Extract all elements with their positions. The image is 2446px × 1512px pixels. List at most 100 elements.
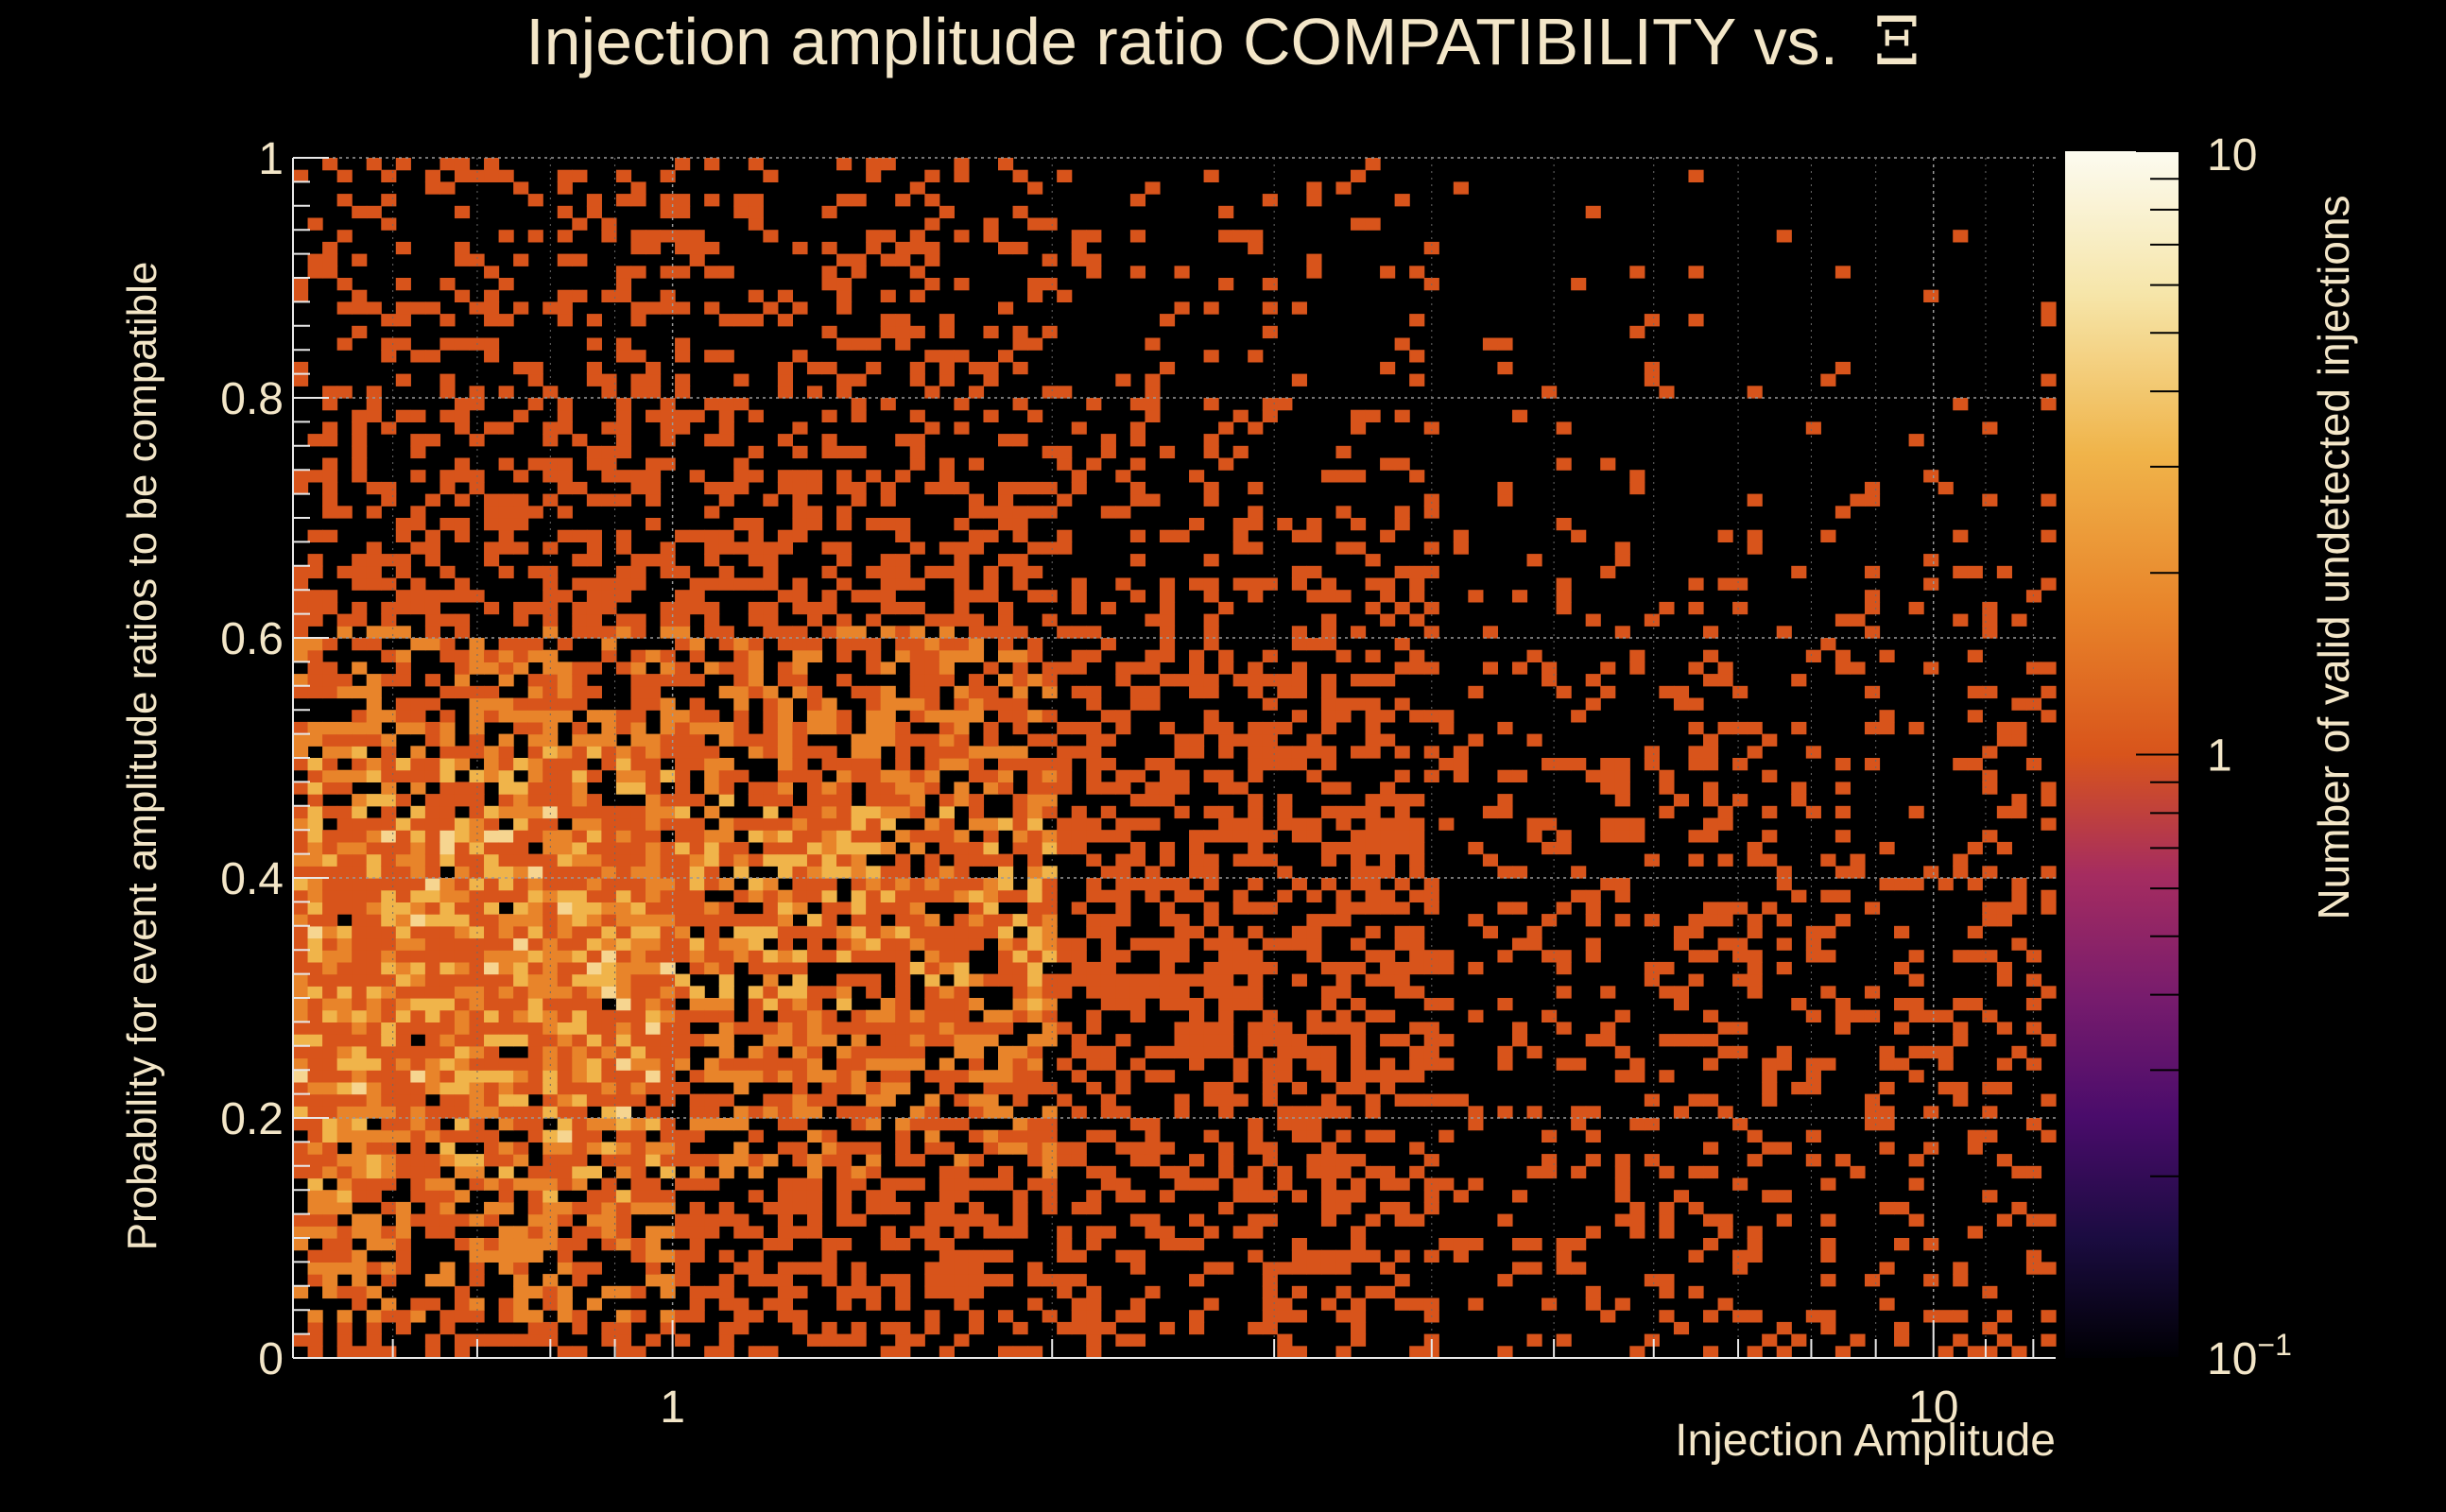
heatmap-cell — [1967, 841, 1983, 855]
heatmap-cell — [1012, 565, 1028, 579]
heatmap-cell — [1423, 1201, 1439, 1215]
heatmap-cell — [1071, 685, 1087, 699]
heatmap-cell — [675, 409, 691, 422]
heatmap-cell — [586, 733, 602, 747]
heatmap-cell — [1012, 1009, 1028, 1022]
heatmap-cell — [777, 746, 794, 759]
heatmap-cell — [395, 973, 411, 987]
heatmap-cell — [2041, 1034, 2057, 1047]
heatmap-cell — [895, 1177, 911, 1191]
heatmap-cell — [1262, 1297, 1278, 1311]
heatmap-cell — [293, 685, 309, 699]
heatmap-cell — [763, 1034, 779, 1047]
heatmap-cell — [1747, 1129, 1763, 1143]
heatmap-cell — [895, 1201, 911, 1215]
heatmap-cell — [924, 1093, 940, 1107]
heatmap-cell — [439, 1057, 456, 1071]
heatmap-cell — [1335, 961, 1352, 975]
heatmap-cell — [1203, 301, 1219, 315]
heatmap-cell — [484, 805, 500, 819]
heatmap-cell — [880, 230, 896, 243]
heatmap-cell — [777, 638, 794, 651]
heatmap-cell — [1703, 794, 1719, 807]
heatmap-cell — [1526, 937, 1542, 951]
heatmap-cell — [939, 1190, 955, 1203]
heatmap-cell — [322, 998, 338, 1011]
heatmap-cell — [792, 746, 808, 759]
heatmap-cell — [954, 577, 970, 591]
heatmap-cell — [704, 158, 720, 171]
heatmap-cell — [660, 769, 676, 782]
heatmap-cell — [1614, 758, 1630, 771]
heatmap-cell — [748, 1190, 764, 1203]
heatmap-cell — [293, 746, 309, 759]
heatmap-cell — [792, 241, 808, 255]
heatmap-cell — [307, 769, 323, 782]
heatmap-cell — [454, 662, 471, 675]
heatmap-cell — [1953, 1274, 1969, 1287]
heatmap-cell — [939, 1201, 955, 1215]
heatmap-cell — [924, 1285, 940, 1299]
heatmap-cell — [1820, 986, 1836, 999]
heatmap-cell — [675, 373, 691, 387]
heatmap-cell — [998, 973, 1014, 987]
heatmap-cell — [293, 638, 309, 651]
heatmap-cell — [1248, 421, 1264, 435]
heatmap-cell — [1248, 350, 1264, 363]
heatmap-cell — [439, 685, 456, 699]
heatmap-cell — [513, 710, 529, 723]
heatmap-cell — [410, 1190, 426, 1203]
heatmap-cell — [439, 649, 456, 662]
heatmap-cell — [1923, 866, 1939, 879]
heatmap-cell — [1938, 1057, 1954, 1071]
heatmap-cell — [1365, 1070, 1381, 1083]
heatmap-cell — [1027, 674, 1043, 687]
heatmap-cell — [1248, 1142, 1264, 1155]
heatmap-cell — [557, 314, 573, 327]
heatmap-cell — [498, 782, 514, 795]
heatmap-cell — [1629, 817, 1645, 831]
heatmap-cell — [469, 950, 485, 963]
heatmap-cell — [307, 601, 323, 615]
heatmap-cell — [704, 853, 720, 867]
heatmap-cell — [1982, 626, 1998, 639]
heatmap-cell — [1659, 1285, 1675, 1299]
heatmap-cell — [630, 853, 646, 867]
heatmap-cell — [381, 1045, 397, 1059]
heatmap-cell — [1659, 1274, 1675, 1287]
heatmap-cell — [675, 1226, 691, 1239]
heatmap-cell — [1967, 1129, 1983, 1143]
heatmap-cell — [1600, 457, 1616, 471]
heatmap-cell — [498, 746, 514, 759]
heatmap-cell — [1086, 253, 1102, 266]
heatmap-cell — [924, 1009, 940, 1022]
heatmap-cell — [2041, 662, 2057, 675]
heatmap-cell — [1100, 1129, 1116, 1143]
heatmap-cell — [322, 1057, 338, 1071]
heatmap-cell — [513, 973, 529, 987]
heatmap-cell — [601, 1093, 617, 1107]
heatmap-cell — [352, 1129, 368, 1143]
heatmap-cell — [352, 445, 368, 459]
heatmap-cell — [675, 1262, 691, 1275]
heatmap-cell — [1277, 758, 1293, 771]
heatmap-cell — [572, 1321, 588, 1335]
heatmap-cell — [543, 1034, 559, 1047]
heatmap-cell — [1320, 841, 1337, 855]
heatmap-cell — [498, 1249, 514, 1263]
heatmap-cell — [1351, 518, 1367, 531]
heatmap-cell — [322, 506, 338, 519]
heatmap-cell — [557, 889, 573, 902]
heatmap-cell — [1042, 1129, 1058, 1143]
heatmap-cell — [557, 866, 573, 879]
heatmap-cell — [733, 721, 749, 735]
heatmap-cell — [322, 1118, 338, 1131]
heatmap-cell — [1805, 1310, 1821, 1323]
heatmap-cell — [660, 1285, 676, 1299]
heatmap-cell — [1703, 674, 1719, 687]
heatmap-cell — [1351, 961, 1367, 975]
heatmap-cell — [527, 794, 543, 807]
heatmap-cell — [336, 565, 353, 579]
heatmap-cell — [469, 1213, 485, 1227]
heatmap-cell — [954, 1333, 970, 1347]
